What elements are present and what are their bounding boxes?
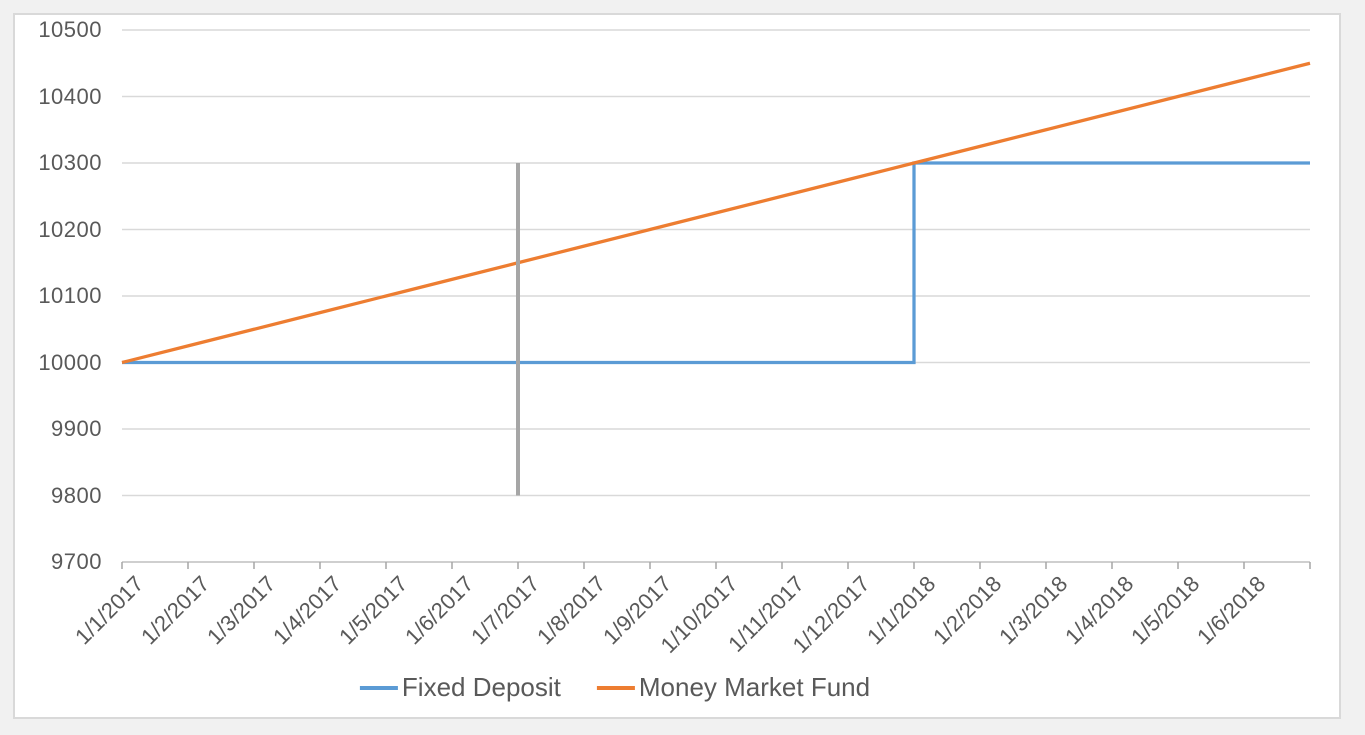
chart-area[interactable]: [13, 13, 1341, 719]
legend-item-money-market-fund[interactable]: Money Market Fund: [596, 672, 871, 703]
legend-line-swatch: [359, 685, 398, 690]
y-axis-tick-label: 10500: [38, 17, 102, 42]
y-axis-tick-label: 10300: [38, 150, 102, 175]
y-axis-tick-label: 9900: [51, 416, 102, 441]
y-axis-tick-label: 10100: [38, 283, 102, 308]
y-axis-tick-label: 9800: [51, 482, 102, 508]
legend-label: Fixed Deposit: [401, 672, 561, 702]
legend-label: Money Market Fund: [638, 672, 871, 702]
chart-legend: Fixed Deposit Money Market Fund: [359, 672, 871, 703]
legend-line-swatch: [596, 685, 635, 690]
y-axis-tick-label: 10400: [38, 83, 102, 109]
y-axis-tick-label: 9700: [51, 549, 102, 574]
y-axis-tick-label: 10000: [38, 349, 102, 375]
legend-item-fixed-deposit[interactable]: Fixed Deposit: [359, 672, 561, 703]
y-axis-tick-label: 10200: [38, 216, 102, 242]
